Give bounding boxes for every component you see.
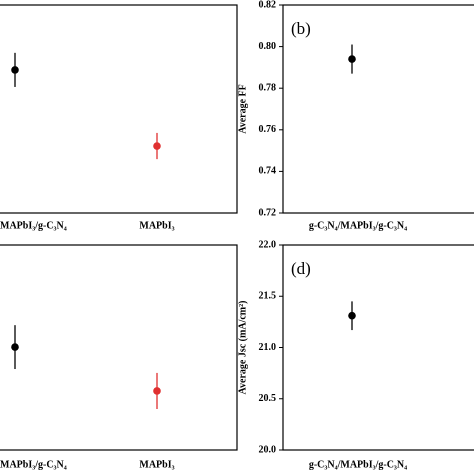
y-tick-label: 0.72 xyxy=(259,207,277,218)
panel-label: (d) xyxy=(291,259,311,278)
plot-frame xyxy=(0,244,238,451)
panel-label: (b) xyxy=(291,19,311,38)
y-tick-label: 0.76 xyxy=(259,124,277,135)
y-tick-label: 22.0 xyxy=(259,239,277,250)
y-tick-label: 0.74 xyxy=(259,166,277,177)
x-tick-label: MAPbI₃ xyxy=(139,220,174,231)
y-axis-label: Average Jsc (mA/cm²) xyxy=(237,301,248,395)
y-tick-label: 21.5 xyxy=(259,291,277,302)
y-axis-label: Average FF xyxy=(237,84,248,134)
y-tick-label: 0.78 xyxy=(259,82,277,93)
data-point xyxy=(153,142,161,150)
x-tick-label: MAPbI₃/g-C₃N₄ xyxy=(0,220,67,231)
x-tick-label: g-C₃N₄/MAPbI₃/g-C₃N₄ xyxy=(309,220,407,231)
y-tick-label: 0.80 xyxy=(259,41,277,52)
y-tick-label: 20.0 xyxy=(259,444,277,455)
y-tick-label: 21.0 xyxy=(259,342,277,353)
data-point xyxy=(348,311,356,320)
plot-frame xyxy=(282,244,474,451)
y-tick-label: 20.5 xyxy=(259,393,277,404)
data-point xyxy=(11,66,19,74)
data-point xyxy=(348,55,356,63)
plot-frame xyxy=(0,4,238,214)
y-tick-label: 0.82 xyxy=(259,0,277,10)
plot-frame xyxy=(282,4,474,214)
data-point xyxy=(153,387,161,395)
x-tick-label: g-C₃N₄/MAPbI₃/g-C₃N₄ xyxy=(309,459,407,470)
x-tick-label: MAPbI₃/g-C₃N₄ xyxy=(0,459,67,470)
data-point xyxy=(11,343,19,351)
x-tick-label: MAPbI₃ xyxy=(139,459,174,470)
